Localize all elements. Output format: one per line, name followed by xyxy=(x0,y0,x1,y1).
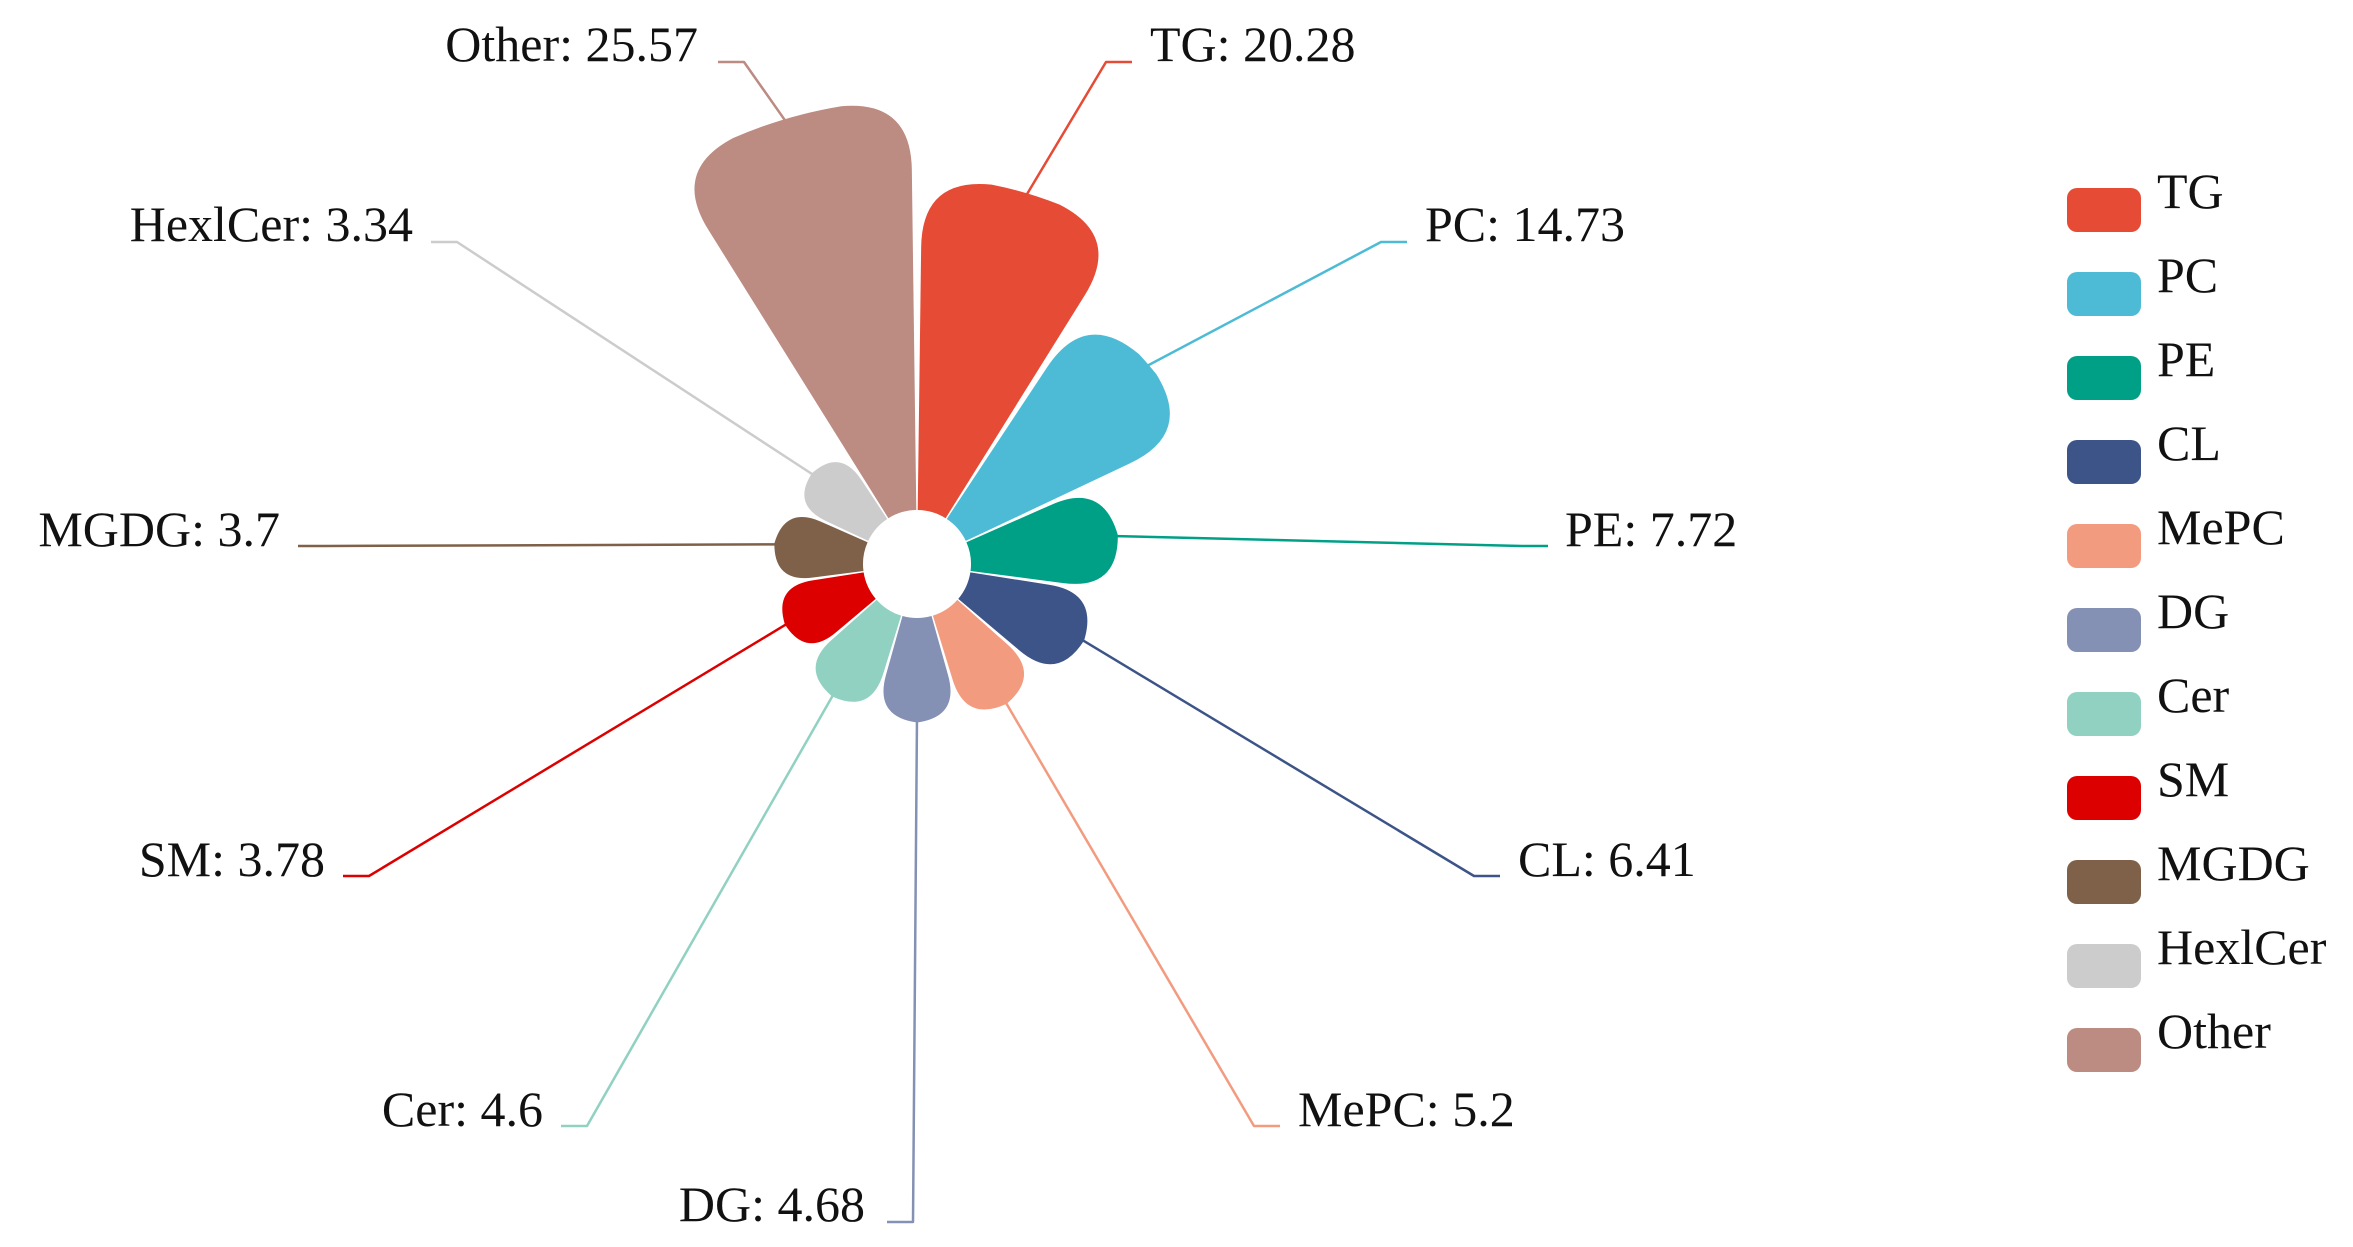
legend-item-mgdg[interactable]: MGDG xyxy=(2067,835,2310,904)
legend-swatch-pc[interactable] xyxy=(2067,272,2141,316)
legend-swatch-dg[interactable] xyxy=(2067,608,2141,652)
slice-label-tg: TG: 20.28 xyxy=(1150,16,1356,72)
legend-swatch-mgdg[interactable] xyxy=(2067,860,2141,904)
legend-label-sm: SM xyxy=(2157,751,2229,807)
leader-line-mgdg xyxy=(298,543,781,548)
slice-mepc[interactable] xyxy=(932,599,1025,710)
legend-swatch-sm[interactable] xyxy=(2067,776,2141,820)
slice-label-dg: DG: 4.68 xyxy=(679,1176,865,1232)
legend-item-cer[interactable]: Cer xyxy=(2067,667,2230,736)
legend-item-pe[interactable]: PE xyxy=(2067,331,2215,400)
leader-line-sm xyxy=(343,620,791,878)
slice-label-cl: CL: 6.41 xyxy=(1518,831,1696,887)
slices-group xyxy=(694,105,1170,723)
legend-item-hexlcer[interactable]: HexlCer xyxy=(2067,919,2327,988)
slice-label-mgdg: MGDG: 3.7 xyxy=(38,501,280,557)
leader-line-pe xyxy=(1111,534,1548,548)
legend-swatch-cer[interactable] xyxy=(2067,692,2141,736)
slice-hexlcer[interactable] xyxy=(804,462,888,541)
slice-sm[interactable] xyxy=(782,572,876,644)
legend-item-other[interactable]: Other xyxy=(2067,1003,2271,1072)
legend-label-hexlcer: HexlCer xyxy=(2157,919,2327,975)
leader-line-mepc xyxy=(1002,698,1280,1128)
legend-item-cl[interactable]: CL xyxy=(2067,415,2221,484)
slice-cl[interactable] xyxy=(958,572,1088,665)
slice-tg[interactable] xyxy=(917,183,1099,519)
legend-label-pe: PE xyxy=(2157,331,2215,387)
legend-item-dg[interactable]: DG xyxy=(2067,583,2229,652)
legend-swatch-tg[interactable] xyxy=(2067,188,2141,232)
legend[interactable]: TG PC PE CL MePC DG Cer SM MGDG HexlCer Other xyxy=(2067,163,2327,1072)
leader-line-cer xyxy=(561,690,837,1128)
legend-item-tg[interactable]: TG xyxy=(2067,163,2224,232)
leader-line-pc xyxy=(1142,240,1407,370)
legend-swatch-other[interactable] xyxy=(2067,1028,2141,1072)
slice-cer[interactable] xyxy=(815,599,902,702)
slice-label-hexlcer: HexlCer: 3.34 xyxy=(130,196,413,252)
legend-label-tg: TG xyxy=(2157,163,2224,219)
slice-label-mepc: MePC: 5.2 xyxy=(1298,1081,1515,1137)
slice-label-sm: SM: 3.78 xyxy=(139,831,325,887)
slice-label-other: Other: 25.57 xyxy=(445,16,698,72)
leader-line-dg xyxy=(887,716,919,1224)
legend-label-mepc: MePC xyxy=(2157,499,2285,555)
slice-label-pe: PE: 7.72 xyxy=(1565,501,1737,557)
slice-labels-group: TG: 20.28 PC: 14.73 PE: 7.72 CL: 6.41 MePC: … xyxy=(38,16,1737,1232)
slice-pc[interactable] xyxy=(946,334,1170,541)
legend-label-dg: DG xyxy=(2157,583,2229,639)
legend-swatch-pe[interactable] xyxy=(2067,356,2141,400)
slice-other[interactable] xyxy=(694,105,917,519)
leader-line-cl xyxy=(1078,636,1500,878)
legend-label-mgdg: MGDG xyxy=(2157,835,2310,891)
legend-item-sm[interactable]: SM xyxy=(2067,751,2229,820)
legend-label-cl: CL xyxy=(2157,415,2221,471)
slice-label-pc: PC: 14.73 xyxy=(1425,196,1625,252)
legend-label-other: Other xyxy=(2157,1003,2271,1059)
legend-item-mepc[interactable]: MePC xyxy=(2067,499,2285,568)
legend-item-pc[interactable]: PC xyxy=(2067,247,2218,316)
legend-label-pc: PC xyxy=(2157,247,2218,303)
slice-mgdg[interactable] xyxy=(774,517,868,579)
leader-line-tg xyxy=(1023,60,1132,200)
legend-swatch-mepc[interactable] xyxy=(2067,524,2141,568)
leader-lines-group xyxy=(298,60,1548,1224)
slice-pe[interactable] xyxy=(966,497,1118,584)
legend-swatch-cl[interactable] xyxy=(2067,440,2141,484)
slice-label-cer: Cer: 4.6 xyxy=(382,1081,543,1137)
legend-swatch-hexlcer[interactable] xyxy=(2067,944,2141,988)
leader-line-hexlcer xyxy=(431,240,818,479)
slice-dg[interactable] xyxy=(883,616,951,723)
leader-line-other xyxy=(718,60,789,126)
legend-label-cer: Cer xyxy=(2157,667,2230,723)
